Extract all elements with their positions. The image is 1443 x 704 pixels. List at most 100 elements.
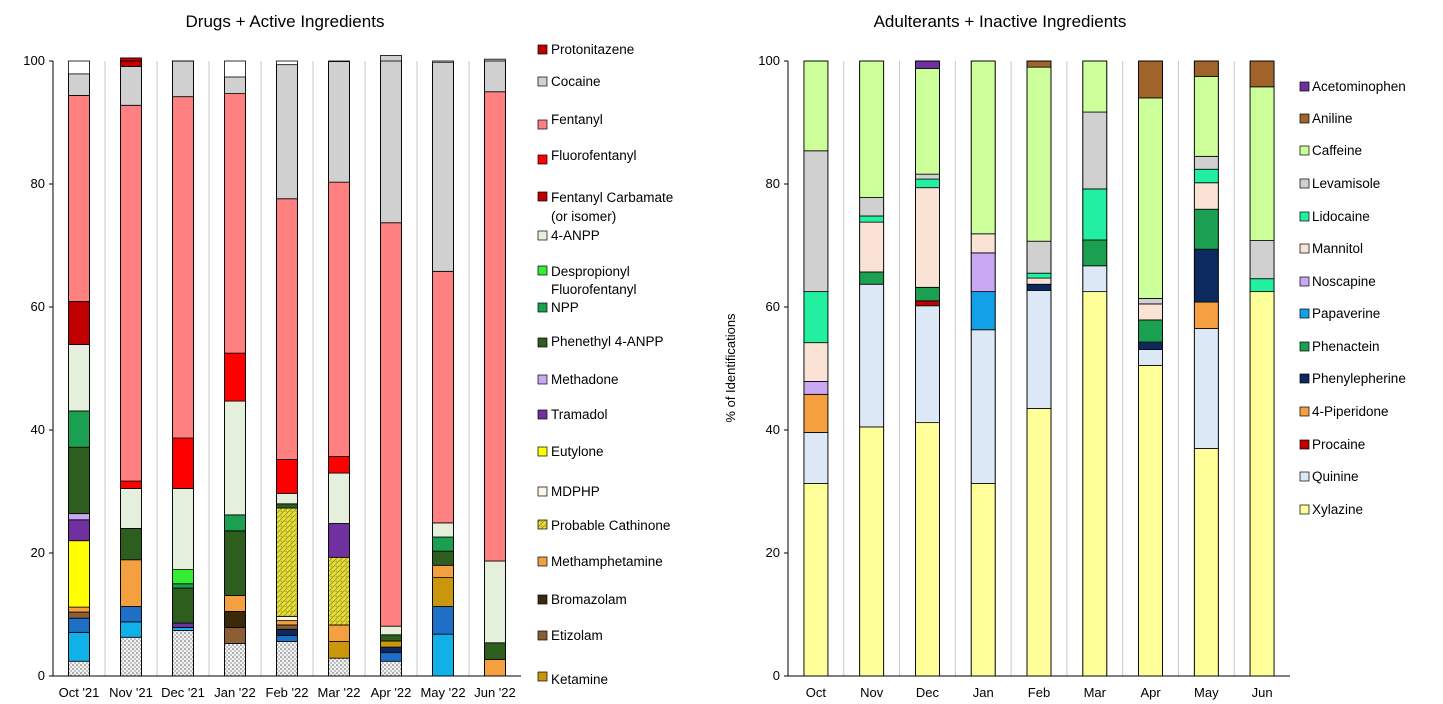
bar-segment-methamphetamine-4 (276, 620, 298, 626)
bar-segment-mannitol-6 (1138, 303, 1163, 321)
bar-segment-etizolam-0 (68, 611, 90, 619)
left-plot-area: 0 20 40 60 80 100 Oct '21 Nov '21 Dec '21 Jan '22… (23, 53, 521, 700)
x-tick-label: May (1194, 685, 1219, 700)
bar-segment-tramadol-0 (68, 519, 90, 542)
svg-text:Methadone: Methadone (551, 372, 619, 387)
svg-text:Etizolam: Etizolam (551, 628, 603, 643)
x-tick-label: Mar '22 (318, 685, 361, 700)
bar-segment-4-piperidone-0 (803, 393, 829, 433)
legend-item-caffeine: Caffeine (1299, 143, 1362, 158)
bar-segment-lidocaine-2 (915, 178, 940, 189)
bar-segment-phenethyl-4-anpp-4 (276, 503, 298, 509)
bar-segment-noscapine-0 (803, 381, 829, 395)
svg-text:Procaine: Procaine (1312, 437, 1365, 452)
bar-segment-cocaine-5 (328, 61, 350, 183)
bar-segment-4-anpp-7 (432, 522, 454, 538)
bar-segment-levamisole-6 (1138, 297, 1163, 305)
bar-segment-lidocaine-5 (1082, 188, 1108, 241)
svg-text:Acetominophen: Acetominophen (1312, 79, 1406, 94)
bar-segment-quinine-7 (1193, 328, 1219, 449)
bar-segment-phenactein-7 (1193, 208, 1219, 250)
bar-segment-segment-6 (380, 646, 402, 654)
svg-text:Levamisole: Levamisole (1312, 176, 1380, 191)
bar-segment-segment-1 (120, 606, 142, 623)
bar-segment-lidocaine-0 (803, 291, 829, 344)
bar-segment-caffeine-5 (1082, 60, 1108, 113)
svg-text:Cocaine: Cocaine (551, 74, 601, 89)
svg-text:Tramadol: Tramadol (551, 407, 608, 422)
bar-segment-phenethyl-4-anpp-0 (68, 446, 90, 515)
bar-segment-phenethyl-4-anpp-1 (120, 528, 142, 561)
bar-segment-cocaine-8 (484, 58, 506, 93)
bar-segment-4-anpp-5 (328, 472, 350, 524)
legend-item-phenylepherine: Phenylepherine (1299, 371, 1406, 386)
bar-segment-etizolam-3 (224, 627, 246, 644)
svg-text:Phenylepherine: Phenylepherine (1312, 371, 1406, 386)
x-tick-label: Feb (1028, 685, 1050, 700)
bar-segment-phenactein-1 (859, 271, 885, 285)
bar-segment-ketamine-5 (328, 641, 350, 659)
bar-segment-ketamine-7 (432, 577, 454, 607)
bar-outline (432, 60, 454, 677)
bar-segment-lidocaine-8 (1249, 278, 1275, 293)
x-tick-label: Dec '21 (161, 685, 205, 700)
svg-text:Papaverine: Papaverine (1312, 306, 1380, 321)
bar-segment-methamphetamine-0 (68, 606, 90, 613)
legend-item-ketamine: Ketamine (537, 671, 608, 687)
bar-segment-npp-2 (172, 583, 194, 589)
bar-segment-segment-2 (172, 630, 194, 677)
bar-segment-phenactein-6 (1138, 319, 1163, 343)
x-tick-label: Dec (916, 685, 940, 700)
bar-segment-eutylone-0 (68, 540, 90, 608)
y-tick-label: 80 (31, 176, 45, 191)
svg-text:Aniline: Aniline (1312, 111, 1353, 126)
x-tick-label: Jun '22 (474, 685, 516, 700)
bar-segment-cocaine-3 (224, 76, 246, 94)
bar-segment-fentanyl-1 (120, 104, 142, 482)
bar-segment-phenylepherine-6 (1138, 341, 1163, 350)
bar-segment-tramadol-2 (172, 622, 194, 628)
legend-item-cocaine: Cocaine (537, 74, 601, 89)
bar-segment-caffeine-4 (1026, 66, 1052, 242)
bar-outline (172, 60, 194, 677)
bar-segment-segment-2 (172, 627, 194, 631)
legend-item-protonitazene: Protonitazene (537, 42, 634, 57)
bar-outline (1193, 60, 1219, 677)
bar-segment-phenethyl-4-anpp-6 (380, 634, 402, 642)
bar-segment-levamisole-2 (915, 173, 940, 180)
legend-item-papaverine: Papaverine (1299, 306, 1380, 321)
legend-item-noscapine: Noscapine (1299, 274, 1376, 289)
bar-segment-papaverine-3 (970, 291, 996, 331)
bar-segment-quinine-6 (1138, 349, 1163, 366)
bar-segment-phenylepherine-4 (1026, 283, 1052, 291)
bar-segment-phenylepherine-7 (1193, 248, 1219, 303)
bar-segment-segment-1 (120, 636, 142, 677)
y-tick-label: 0 (38, 668, 45, 683)
bar-segment-segment-3 (224, 643, 246, 677)
bar-segment-xylazine-3 (970, 483, 996, 677)
bar-segment-phenactein-5 (1082, 239, 1108, 267)
bar-outline (328, 60, 350, 677)
x-tick-label: Mar (1084, 685, 1107, 700)
bar-segment-4-anpp-1 (120, 488, 142, 529)
legend-item-phenethyl-4-anpp: Phenethyl 4-ANPP (537, 334, 664, 349)
svg-text:Bromazolam: Bromazolam (551, 592, 627, 607)
bar-segment-phenactein-2 (915, 286, 940, 302)
bar-segment-cocaine-2 (172, 60, 194, 98)
bar-segment-fentanyl-carbamate-or-isomer-0 (68, 301, 90, 345)
bar-segment-levamisole-4 (1026, 240, 1052, 274)
bar-segment-segment-6 (380, 652, 402, 662)
bar-outline (1249, 60, 1275, 677)
x-tick-label: Jan (973, 685, 994, 700)
bar-segment-fluorofentanyl-3 (224, 352, 246, 402)
bar-segment-segment-0 (68, 660, 90, 677)
bar-segment-levamisole-7 (1193, 155, 1219, 170)
x-tick-label: Nov (860, 685, 884, 700)
bar-segment-quinine-5 (1082, 265, 1108, 293)
right-legend: Acetominophen Aniline Caffeine Levamisol… (1299, 79, 1406, 517)
bar-outline (970, 60, 996, 677)
legend-item-quinine: Quinine (1299, 469, 1359, 484)
bar-segment-segment-5 (328, 657, 350, 677)
x-tick-label: Jun (1252, 685, 1273, 700)
